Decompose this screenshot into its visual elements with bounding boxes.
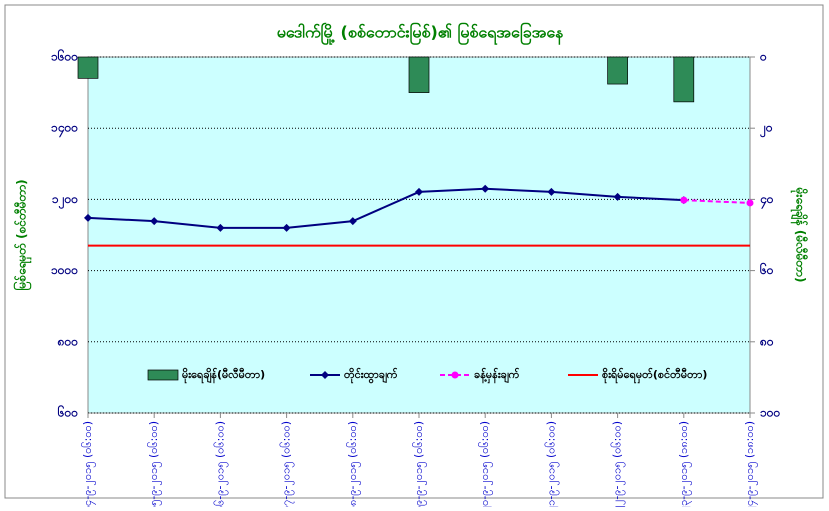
x-tick-label: ၂၂-၉-၂၀၁၅ (၀၆:၀၀): [611, 421, 626, 507]
x-tick-label: ၁၅-၉-၂၀၁၅ (၀၆:၀၀): [147, 421, 162, 507]
y-tick-label: ၆၀၀: [57, 404, 79, 420]
legend-label: မိုးရေချိန်(မီလီမီတာ): [182, 367, 265, 384]
y2-tick-label: ၈၀: [759, 334, 774, 348]
legend-marker: [451, 371, 459, 379]
x-tick-label: ၂၄-၉-၂၀၁၅ (၁၈:၀၀): [743, 421, 758, 507]
legend-label: စိုးရိမ်ရေမှတ်(စင်တီမီတာ): [602, 367, 707, 384]
x-tick-label: ၂၁-၉-၂၀၁၅ (၀၆:၀၀): [544, 421, 559, 507]
x-tick-label: ၁၈-၉-၂၀၁၅ (၀၆:၀၀): [346, 421, 361, 507]
x-tick-label: ၂၃-၉-၂၀၁၅ (၁၈:၀၀): [677, 421, 692, 507]
rain-bar: [673, 56, 695, 103]
legend-label: တိုင်းထွာချက်: [344, 367, 398, 384]
x-tick-label: ၂၀-၉-၂၀၁၅ (၀၆:၀၀): [478, 421, 493, 507]
point: [547, 187, 556, 196]
series-line: [683, 199, 751, 204]
point: [613, 192, 622, 201]
y2-tick-label: ၀: [759, 50, 767, 64]
legend-label: ခန့်မှန်းချက်: [474, 367, 520, 384]
point: [680, 196, 688, 204]
y-tick-label: ၁၆၀၀: [51, 48, 78, 64]
legend-marker: [321, 371, 329, 379]
rain-bar: [607, 56, 628, 85]
point: [746, 199, 754, 207]
x-tick-label: ၁၄-၉-၂၀၁၅ (၀၆:၀၀): [81, 421, 96, 507]
x-tick-label: ၁၉-၉-၂၀၁၅ (၀၆:၀၀): [412, 421, 427, 507]
rain-bar: [77, 56, 99, 79]
y-axis-title: မြစ်ရေမှတ် (စင်တီမီတာ): [12, 179, 33, 290]
y2-tick-label: ၆၀: [759, 261, 774, 277]
x-tick-label: ၁၇-၉-၂၀၁၅ (၀၆:၀၀): [280, 421, 295, 507]
y2-tick-label: ၁၀၀: [760, 406, 781, 420]
y-tick-label: ၁၂၀၀: [52, 192, 78, 210]
series-line: [87, 187, 684, 229]
y-tick-label: ၈၀၀: [57, 334, 79, 348]
plot-area: [87, 56, 751, 414]
x-tick-label: ၁၆-၉-၂၀၁၅ (၀၆:၀၀): [213, 421, 228, 507]
point: [84, 213, 92, 222]
point: [150, 217, 159, 226]
point: [216, 223, 225, 232]
point: [415, 187, 423, 196]
legend-swatch: [147, 369, 179, 381]
point: [348, 217, 357, 226]
point: [481, 184, 490, 193]
point: [282, 223, 291, 232]
y2-tick-label: ၂၀: [759, 121, 773, 139]
y2-axis-title: မိုးရေချိန် (မီလီမီတာ): [790, 187, 810, 283]
y-tick-label: ၁၄၀၀: [51, 121, 78, 139]
rain-bar: [408, 56, 430, 93]
y2-tick-label: ၄၀: [759, 192, 774, 210]
y-tick-label: ၁၀၀၀: [51, 263, 78, 277]
